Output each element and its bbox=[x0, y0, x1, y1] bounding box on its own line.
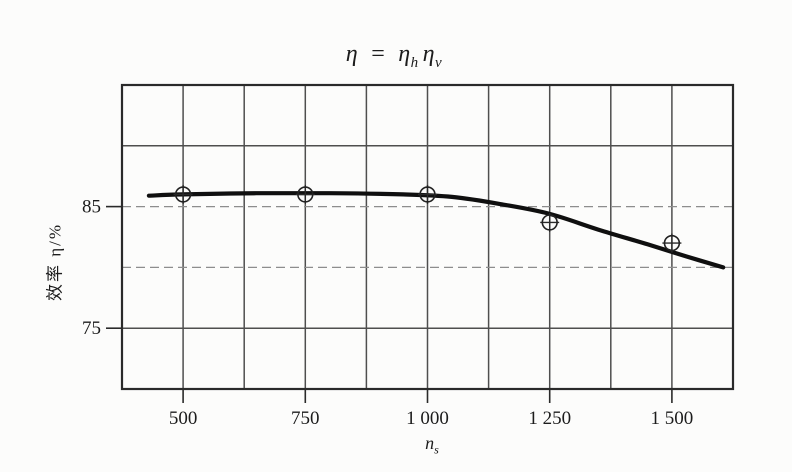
x-axis-title: ns bbox=[425, 433, 439, 457]
chart-title: η = ηh ηv bbox=[0, 41, 792, 71]
x-axis-title-base: n bbox=[425, 433, 435, 453]
title-equals: = bbox=[371, 41, 386, 67]
y-tick-label: 85 bbox=[82, 197, 101, 218]
data-point-marker bbox=[297, 186, 314, 203]
title-eta: η bbox=[345, 41, 359, 67]
x-axis-title-sub: s bbox=[434, 442, 439, 457]
data-point-marker bbox=[663, 234, 681, 252]
data-point-marker bbox=[541, 214, 558, 231]
title-eta-h-sub: h bbox=[410, 54, 419, 71]
x-tick-label: 500 bbox=[169, 408, 198, 429]
title-eta-h-base: η bbox=[398, 41, 411, 67]
data-point-marker bbox=[174, 186, 192, 203]
x-tick-label: 1 250 bbox=[528, 408, 571, 429]
title-eta-v-sub: v bbox=[435, 54, 443, 71]
y-axis-title: 效率 η/% bbox=[45, 222, 65, 302]
x-tick-label: 1 000 bbox=[406, 408, 449, 429]
y-tick-label: 75 bbox=[82, 318, 101, 339]
efficiency-curve bbox=[146, 190, 726, 270]
title-eta-v-base: η bbox=[422, 41, 436, 67]
x-tick-label: 750 bbox=[291, 408, 320, 429]
data-point-marker bbox=[419, 186, 436, 203]
x-tick-label: 1 500 bbox=[651, 408, 694, 429]
